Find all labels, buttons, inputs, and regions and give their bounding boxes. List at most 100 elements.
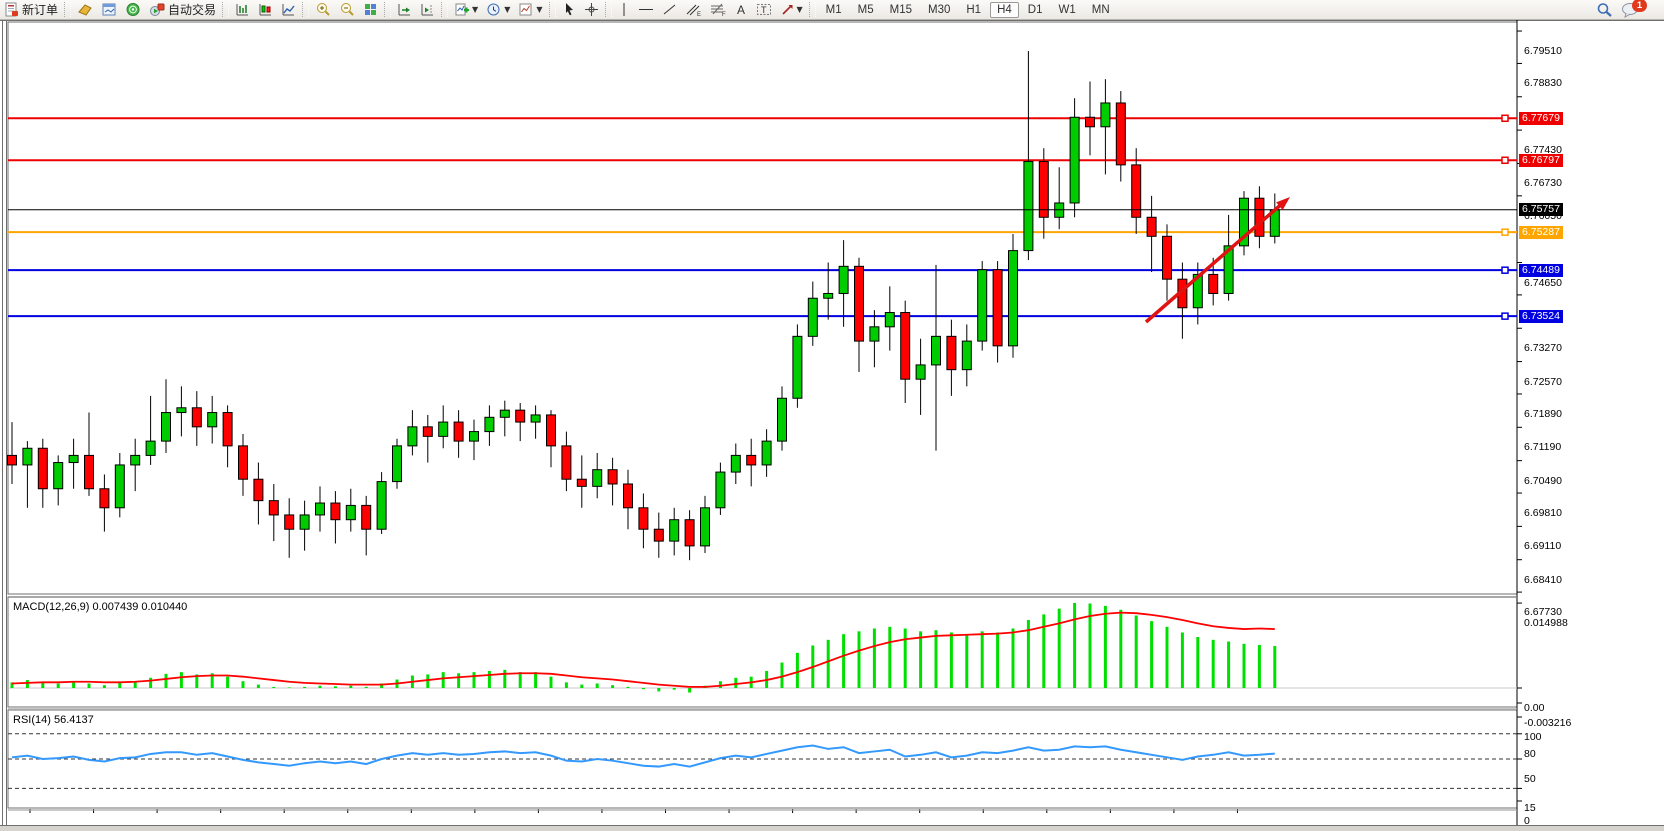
candlestick-chart-button[interactable] bbox=[254, 1, 277, 18]
macd-axis-tick: 0.00 bbox=[1524, 702, 1545, 714]
toolbar-separator bbox=[604, 2, 612, 17]
price-axis-tick: 6.79510 bbox=[1524, 45, 1562, 58]
level-price-badge: 6.75287 bbox=[1519, 225, 1563, 239]
cursor-tool-button[interactable] bbox=[558, 1, 580, 18]
autotrading-icon bbox=[149, 2, 165, 17]
price-axis-tick: 6.71890 bbox=[1524, 407, 1562, 420]
dropdown-caret: ▼ bbox=[472, 5, 479, 14]
search-icon bbox=[1596, 2, 1613, 18]
new-order-button[interactable]: 新订单 bbox=[0, 1, 62, 18]
price-axis-tick: 6.72570 bbox=[1524, 375, 1562, 388]
templates-button[interactable]: ▼ bbox=[514, 1, 546, 18]
chat-button[interactable]: 1 bbox=[1617, 0, 1658, 18]
signals-icon bbox=[125, 2, 141, 17]
chart-border-top bbox=[0, 20, 1664, 21]
macd-axis-tick: 0.014988 bbox=[1524, 617, 1568, 630]
price-axis-tick: 6.76730 bbox=[1524, 177, 1562, 190]
panel-separator[interactable] bbox=[8, 596, 1517, 598]
toolbar-separator bbox=[548, 2, 556, 17]
timeframe-w1[interactable]: W1 bbox=[1058, 3, 1076, 16]
horizontal-line-tool-button[interactable] bbox=[634, 1, 658, 18]
svg-text:T: T bbox=[761, 5, 767, 15]
level-price-badge: 6.77679 bbox=[1519, 111, 1563, 125]
line-chart-button[interactable] bbox=[277, 1, 300, 18]
price-axis-tick: 6.77430 bbox=[1524, 144, 1562, 157]
timeframe-mn[interactable]: MN bbox=[1091, 3, 1110, 16]
metaeditor-icon bbox=[77, 2, 93, 17]
timeframe-h4[interactable]: H4 bbox=[990, 1, 1019, 18]
price-axis-tick: 6.69110 bbox=[1524, 540, 1562, 553]
main-toolbar: 新订单 自动交易 bbox=[0, 0, 1664, 20]
rsi-axis-tick: 50 bbox=[1524, 773, 1536, 785]
status-strip bbox=[0, 826, 1664, 831]
panel-separator[interactable] bbox=[8, 708, 1517, 710]
level-price-badge: 6.76797 bbox=[1519, 153, 1563, 167]
price-axis-tick: 6.69810 bbox=[1524, 507, 1562, 520]
new-order-icon bbox=[4, 2, 19, 17]
zoom-out-button[interactable] bbox=[335, 1, 359, 18]
notification-badge: 1 bbox=[1632, 0, 1647, 12]
crosshair-tool-button[interactable] bbox=[580, 1, 603, 18]
rsi-indicator-label: RSI(14) 56.4137 bbox=[13, 714, 94, 726]
timeframe-m15[interactable]: M15 bbox=[889, 3, 912, 16]
rsi-axis-tick: 15 bbox=[1524, 802, 1536, 815]
market-watch-button[interactable] bbox=[97, 1, 121, 18]
toolbar-separator bbox=[302, 2, 310, 17]
trendline-tool-button[interactable] bbox=[658, 1, 681, 18]
chart-border-left-outer bbox=[2, 20, 3, 826]
timeframe-h1[interactable]: H1 bbox=[966, 3, 982, 16]
rsi-axis-tick: 0 bbox=[1524, 815, 1530, 827]
price-axis-tick: 6.73270 bbox=[1524, 342, 1562, 355]
level-price-badge: 6.73524 bbox=[1519, 309, 1563, 323]
timeframe-m5[interactable]: M5 bbox=[857, 3, 874, 16]
rsi-value: 56.4137 bbox=[53, 714, 94, 726]
equidistant-channel-tool-button[interactable]: E bbox=[681, 1, 706, 18]
timeframe-m1[interactable]: M1 bbox=[825, 3, 842, 16]
price-axis-tick: 6.78830 bbox=[1524, 77, 1562, 90]
timeframe-d1[interactable]: D1 bbox=[1027, 3, 1043, 16]
vertical-line-tool-button[interactable] bbox=[614, 1, 634, 18]
chart-window: ▼ USDCNH-,H4 6.76023 6.76033 6.75757 6.7… bbox=[0, 20, 1664, 827]
indicators-button[interactable]: ▼ bbox=[450, 1, 482, 18]
auto-scroll-button[interactable] bbox=[393, 1, 416, 18]
macd-axis-tick: -0.003216 bbox=[1524, 717, 1572, 729]
price-axis-tick: 6.67730 bbox=[1524, 606, 1562, 619]
svg-text:E: E bbox=[697, 12, 701, 17]
toolbar-separator bbox=[808, 2, 816, 17]
zoom-in-button[interactable] bbox=[311, 1, 335, 18]
toolbar-separator bbox=[384, 2, 392, 17]
toolbar-separator bbox=[64, 2, 72, 17]
dropdown-caret: ▼ bbox=[536, 5, 543, 14]
chart-shift-button[interactable] bbox=[416, 1, 439, 18]
price-axis-tick: 6.68410 bbox=[1524, 573, 1562, 586]
arrows-tool-button[interactable]: ▼ bbox=[776, 1, 807, 18]
level-price-badge: 6.74489 bbox=[1519, 263, 1563, 277]
toolbar-separator bbox=[441, 2, 449, 17]
current-price-badge: 6.75757 bbox=[1519, 203, 1563, 217]
chart-border-bottom bbox=[0, 825, 1664, 826]
rsi-axis-tick: 100 bbox=[1524, 731, 1542, 743]
price-axis-tick: 6.70490 bbox=[1524, 474, 1562, 487]
search-button[interactable] bbox=[1592, 1, 1617, 18]
rsi-axis-tick: 80 bbox=[1524, 747, 1536, 760]
tile-windows-button[interactable] bbox=[359, 1, 382, 18]
macd-indicator-label: MACD(12,26,9) 0.007439 0.010440 bbox=[13, 601, 188, 613]
timeframe-m30[interactable]: M30 bbox=[928, 3, 951, 16]
signals-button[interactable] bbox=[121, 1, 145, 18]
dropdown-caret: ▼ bbox=[504, 5, 511, 14]
macd-values: 0.007439 0.010440 bbox=[92, 601, 188, 613]
toolbar-separator bbox=[222, 2, 230, 17]
chart-border-left-inner bbox=[6, 20, 7, 826]
text-tool-button[interactable]: A bbox=[731, 1, 752, 18]
autotrading-label: 自动交易 bbox=[168, 3, 217, 17]
bar-chart-button[interactable] bbox=[231, 1, 254, 18]
metaeditor-button[interactable] bbox=[73, 1, 97, 18]
text-label-tool-button[interactable]: T bbox=[752, 1, 776, 18]
svg-text:F: F bbox=[722, 12, 726, 17]
panel-separator[interactable] bbox=[8, 809, 1517, 811]
periods-button[interactable]: ▼ bbox=[482, 1, 514, 18]
autotrading-button[interactable]: 自动交易 bbox=[145, 1, 220, 18]
svg-text:A: A bbox=[737, 3, 745, 17]
fibonacci-tool-button[interactable]: F bbox=[706, 1, 731, 18]
